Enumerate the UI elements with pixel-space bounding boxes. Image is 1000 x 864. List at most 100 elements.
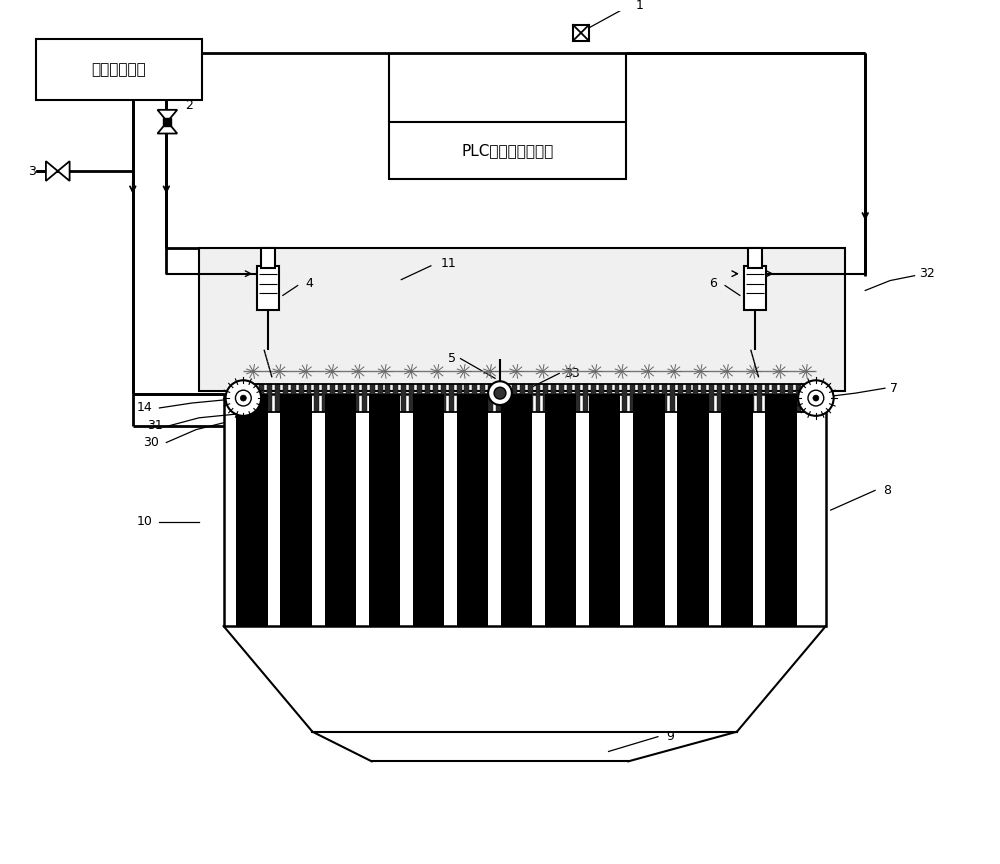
Bar — [765, 394, 797, 626]
Bar — [725, 384, 730, 412]
Circle shape — [226, 380, 261, 416]
Polygon shape — [58, 162, 70, 181]
Circle shape — [813, 395, 819, 401]
Bar — [307, 384, 311, 412]
Bar — [573, 25, 589, 41]
Bar — [780, 384, 785, 412]
Polygon shape — [157, 110, 177, 122]
Bar — [36, 39, 202, 100]
Bar — [354, 384, 359, 412]
Text: 31: 31 — [147, 419, 162, 432]
Bar — [748, 248, 762, 268]
Bar — [765, 384, 769, 412]
Text: 4: 4 — [306, 277, 313, 290]
Bar — [259, 384, 264, 412]
Bar — [677, 394, 709, 626]
Text: 11: 11 — [441, 257, 457, 270]
Bar — [338, 384, 343, 412]
Polygon shape — [46, 162, 58, 181]
Text: PLC自动化控制系统: PLC自动化控制系统 — [462, 143, 554, 158]
Bar — [163, 118, 171, 125]
Bar — [772, 384, 777, 412]
Bar — [378, 384, 383, 412]
Bar — [599, 384, 604, 412]
Circle shape — [240, 395, 246, 401]
Bar — [457, 384, 462, 412]
Bar — [536, 384, 540, 412]
Bar — [796, 384, 801, 412]
Bar — [267, 384, 272, 412]
Bar — [615, 384, 619, 412]
Bar — [369, 394, 400, 626]
Bar — [559, 384, 564, 412]
Bar — [733, 384, 738, 412]
Bar — [362, 384, 367, 412]
Bar — [551, 384, 556, 412]
Bar — [330, 384, 335, 412]
Bar — [283, 384, 288, 412]
Bar — [275, 384, 280, 412]
Bar — [496, 384, 501, 412]
Text: 32: 32 — [920, 267, 935, 280]
Bar — [654, 384, 659, 412]
Bar — [520, 384, 525, 412]
Bar — [591, 384, 596, 412]
Bar — [261, 248, 275, 268]
Text: 30: 30 — [144, 436, 159, 449]
Bar — [583, 384, 588, 412]
Text: 2: 2 — [185, 99, 193, 112]
Bar — [280, 394, 312, 626]
Circle shape — [494, 387, 506, 399]
Bar — [314, 384, 319, 412]
Bar — [257, 266, 279, 310]
Text: 10: 10 — [137, 515, 153, 528]
Bar — [545, 394, 576, 626]
Bar — [243, 384, 248, 412]
Text: 3: 3 — [28, 164, 36, 177]
Bar — [504, 384, 509, 412]
Text: 压缩空气储罐: 压缩空气储罐 — [92, 62, 146, 77]
Bar — [401, 384, 406, 412]
Bar — [678, 384, 683, 412]
Bar — [709, 384, 714, 412]
Bar — [385, 384, 390, 412]
Text: 33: 33 — [564, 367, 580, 380]
Bar — [291, 384, 296, 412]
Bar — [744, 266, 766, 310]
Text: 9: 9 — [666, 730, 674, 743]
Circle shape — [235, 391, 251, 406]
Bar — [686, 384, 691, 412]
Bar — [567, 384, 572, 412]
Bar — [528, 384, 533, 412]
Bar — [589, 394, 620, 626]
Bar — [480, 384, 485, 412]
Bar — [788, 384, 793, 412]
Bar — [630, 384, 635, 412]
Bar — [413, 394, 444, 626]
Bar — [575, 384, 580, 412]
Bar — [299, 384, 304, 412]
Bar — [633, 394, 665, 626]
Circle shape — [808, 391, 824, 406]
Polygon shape — [157, 122, 177, 134]
Bar — [622, 384, 627, 412]
Bar — [488, 384, 493, 412]
Bar — [441, 384, 446, 412]
Bar — [464, 384, 469, 412]
Bar — [804, 384, 809, 412]
Text: 6: 6 — [709, 277, 717, 290]
Bar — [370, 384, 375, 412]
Text: 5: 5 — [448, 353, 456, 365]
Bar — [543, 384, 548, 412]
Bar — [717, 384, 722, 412]
Bar — [457, 394, 488, 626]
Bar — [389, 122, 626, 179]
Text: 7: 7 — [890, 382, 898, 395]
Bar — [646, 384, 651, 412]
Bar — [322, 384, 327, 412]
Bar — [662, 384, 667, 412]
Bar — [393, 384, 398, 412]
Bar — [701, 384, 706, 412]
Bar — [501, 394, 532, 626]
Bar — [251, 384, 256, 412]
